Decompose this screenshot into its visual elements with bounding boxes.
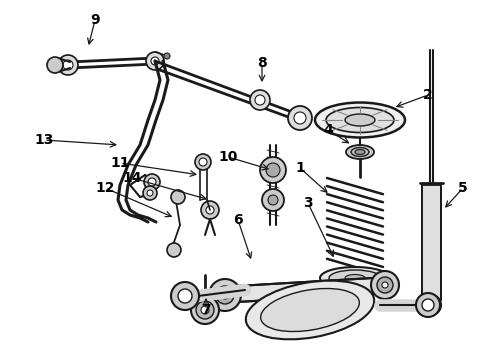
Circle shape: [294, 112, 306, 124]
Circle shape: [201, 201, 219, 219]
Circle shape: [209, 279, 241, 311]
Text: 14: 14: [122, 171, 142, 185]
Ellipse shape: [345, 114, 375, 126]
Ellipse shape: [345, 274, 365, 282]
Circle shape: [63, 60, 73, 70]
Circle shape: [250, 90, 270, 110]
Text: 10: 10: [219, 150, 238, 164]
Circle shape: [171, 190, 185, 204]
Ellipse shape: [346, 145, 374, 159]
Circle shape: [171, 282, 199, 310]
Circle shape: [371, 271, 399, 299]
Circle shape: [58, 55, 78, 75]
Circle shape: [268, 195, 278, 205]
Circle shape: [426, 300, 436, 310]
Circle shape: [206, 206, 214, 214]
Text: 6: 6: [233, 213, 243, 227]
Circle shape: [143, 186, 157, 200]
Ellipse shape: [329, 270, 381, 286]
Text: 12: 12: [95, 181, 115, 195]
Circle shape: [147, 190, 153, 196]
Circle shape: [421, 295, 441, 315]
Circle shape: [146, 52, 164, 70]
Circle shape: [195, 154, 211, 170]
Circle shape: [196, 301, 214, 319]
Text: 13: 13: [34, 133, 54, 147]
Circle shape: [216, 286, 234, 304]
Circle shape: [191, 296, 219, 324]
Circle shape: [164, 53, 170, 59]
Text: 2: 2: [423, 88, 433, 102]
Ellipse shape: [355, 149, 365, 154]
Text: 9: 9: [90, 13, 100, 27]
Circle shape: [288, 106, 312, 130]
Ellipse shape: [315, 103, 405, 138]
Circle shape: [262, 189, 284, 211]
Circle shape: [221, 291, 229, 299]
Circle shape: [201, 306, 209, 314]
Text: 3: 3: [303, 196, 313, 210]
Circle shape: [167, 243, 181, 257]
Circle shape: [266, 163, 280, 177]
Circle shape: [260, 157, 286, 183]
Polygon shape: [220, 277, 390, 303]
Text: 5: 5: [458, 181, 468, 195]
Polygon shape: [422, 185, 441, 300]
Ellipse shape: [351, 148, 369, 157]
Circle shape: [416, 293, 440, 317]
Text: 1: 1: [295, 161, 305, 175]
Text: 8: 8: [257, 56, 267, 70]
Circle shape: [151, 57, 159, 65]
Circle shape: [255, 95, 265, 105]
Ellipse shape: [246, 281, 374, 339]
Circle shape: [178, 289, 192, 303]
Circle shape: [422, 299, 434, 311]
Circle shape: [148, 178, 156, 186]
Text: 11: 11: [110, 156, 130, 170]
Text: 4: 4: [323, 123, 333, 137]
Ellipse shape: [261, 288, 359, 332]
Circle shape: [47, 57, 63, 73]
Text: 7: 7: [201, 303, 211, 317]
Circle shape: [199, 158, 207, 166]
Circle shape: [382, 282, 388, 288]
Ellipse shape: [320, 267, 390, 289]
Circle shape: [144, 174, 160, 190]
Circle shape: [377, 277, 393, 293]
Ellipse shape: [326, 108, 394, 132]
